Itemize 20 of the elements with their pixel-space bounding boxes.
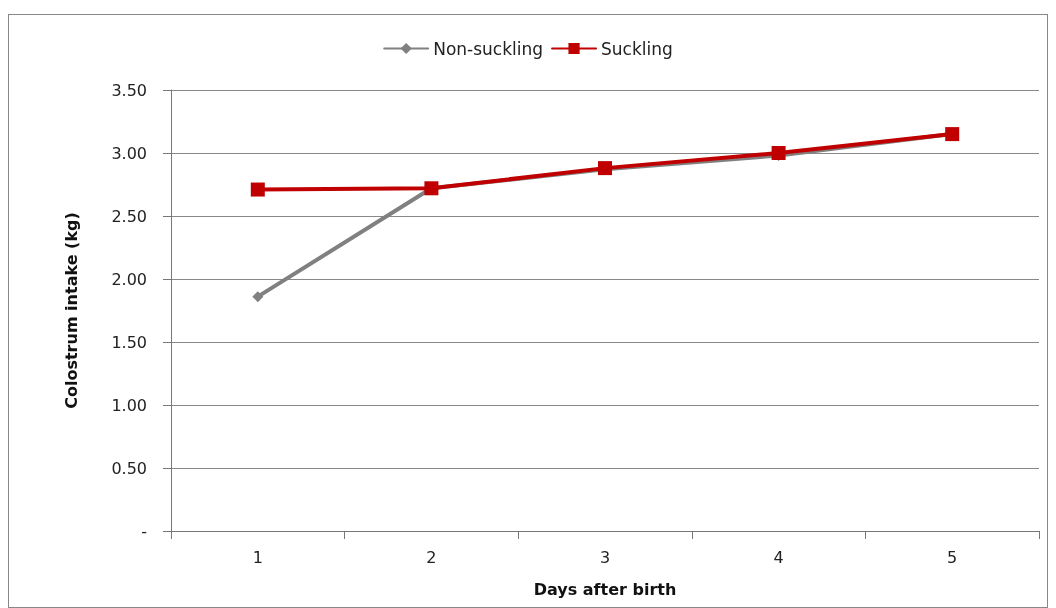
y-tick-label: 0.50 xyxy=(111,458,147,478)
x-tick-label: 2 xyxy=(426,547,437,567)
y-tick-label: - xyxy=(141,521,147,541)
x-tick-label: 4 xyxy=(773,547,784,567)
y-tick-label: 2.50 xyxy=(111,206,147,226)
legend-label: Suckling xyxy=(601,38,673,59)
y-tick-label: 3.00 xyxy=(111,143,147,163)
x-axis-title: Days after birth xyxy=(533,579,677,599)
y-axis-title: Colostrum intake (kg) xyxy=(61,212,81,409)
y-tick-label: 3.50 xyxy=(111,80,147,100)
x-tick-label: 5 xyxy=(947,547,958,567)
y-tick-label: 1.50 xyxy=(111,332,147,352)
legend-label: Non-suckling xyxy=(433,38,544,59)
point xyxy=(252,291,264,303)
y-tick-label: 2.00 xyxy=(111,269,147,289)
x-tick-label: 3 xyxy=(599,547,611,567)
x-tick-label: 1 xyxy=(252,547,263,567)
point xyxy=(771,146,786,160)
y-tick-label: 1.00 xyxy=(111,395,147,415)
point xyxy=(250,182,265,197)
